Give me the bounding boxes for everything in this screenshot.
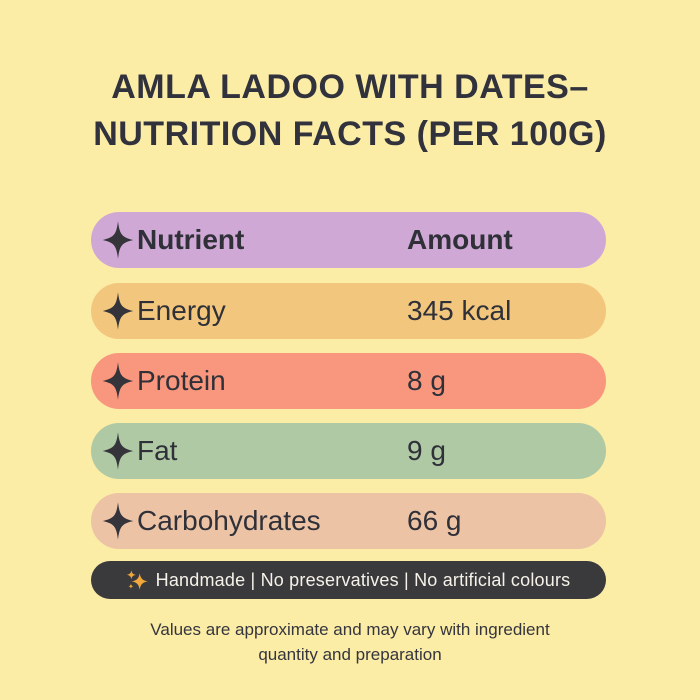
- table-row: Energy 345 kcal: [91, 283, 606, 339]
- badge-text: Handmade | No preservatives | No artific…: [155, 569, 571, 590]
- nutrient-amount: 66 g: [407, 505, 462, 536]
- nutrient-name: Energy: [137, 295, 226, 326]
- disclaimer-text: Values are approximate and may vary with…: [0, 617, 700, 667]
- nutrient-amount: 8 g: [407, 365, 446, 396]
- nutrient-name: Fat: [137, 435, 178, 466]
- page-title: AMLA LADOO WITH DATES– NUTRITION FACTS (…: [0, 64, 700, 158]
- title-line-1: AMLA LADOO WITH DATES–: [111, 68, 589, 106]
- nutrient-amount: 9 g: [407, 435, 446, 466]
- table-header-row: Nutrient Amount: [91, 212, 606, 268]
- nutrient-name: Carbohydrates: [137, 505, 321, 536]
- nutrient-name: Protein: [137, 365, 226, 396]
- table-row: Protein 8 g: [91, 353, 606, 409]
- sparkle-icon: [102, 432, 134, 470]
- nutrition-table: Nutrient Amount Energy 345 kcal Protein …: [91, 212, 606, 563]
- sparkle-icon: [102, 292, 134, 330]
- nutrient-amount: 345 kcal: [407, 295, 512, 326]
- disclaimer-line-2: quantity and preparation: [258, 645, 442, 664]
- table-row: Carbohydrates 66 g: [91, 493, 606, 549]
- title-line-2: NUTRITION FACTS (PER 100G): [93, 115, 607, 153]
- disclaimer-line-1: Values are approximate and may vary with…: [150, 620, 550, 639]
- table-row: Fat 9 g: [91, 423, 606, 479]
- column-header-amount: Amount: [407, 224, 513, 255]
- sparkles-icon: [126, 569, 148, 590]
- sparkle-icon: [102, 221, 134, 259]
- handmade-badge: Handmade | No preservatives | No artific…: [91, 561, 606, 599]
- sparkle-icon: [102, 362, 134, 400]
- sparkle-icon: [102, 502, 134, 540]
- column-header-nutrient: Nutrient: [137, 224, 245, 255]
